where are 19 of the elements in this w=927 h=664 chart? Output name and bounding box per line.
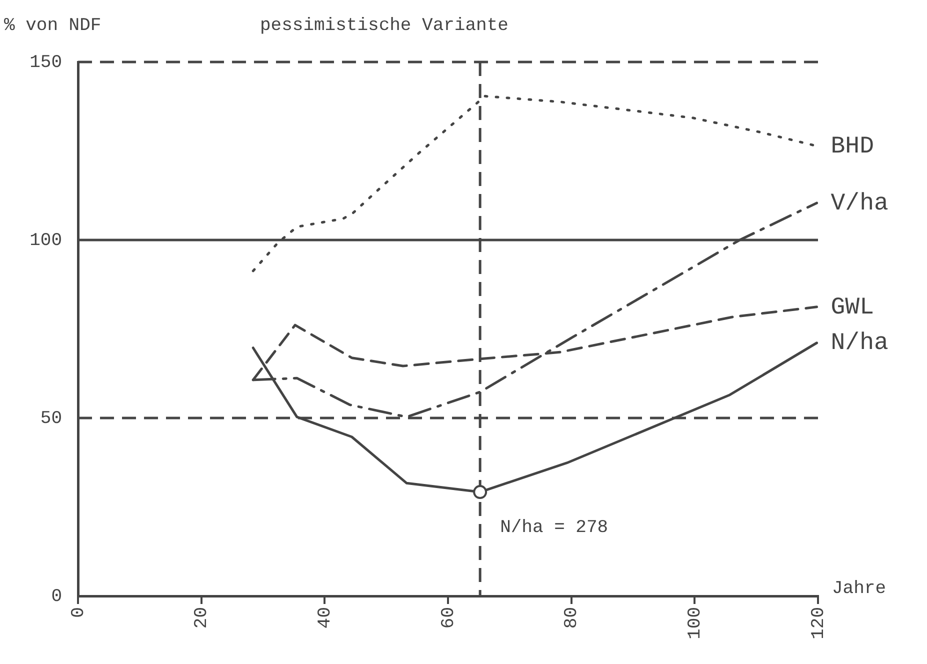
x-tick-label: 60: [438, 607, 459, 629]
y-tick-label: 100: [30, 230, 62, 251]
series-label: V/ha: [830, 190, 888, 218]
x-tick-label: 100: [685, 607, 706, 640]
x-tick-label: 120: [808, 607, 829, 640]
x-tick-label: 40: [315, 607, 336, 629]
annotation: N/ha = 278: [500, 518, 608, 538]
y-axis-title: % von NDF: [4, 16, 102, 36]
y-tick-label: 0: [51, 586, 62, 607]
x-tick-label: 0: [68, 607, 89, 618]
series-label: BHD: [830, 133, 874, 160]
x-tick-label: 80: [562, 607, 582, 629]
x-axis-title: Jahre: [832, 578, 886, 599]
x-tick-label: 20: [192, 607, 212, 629]
y-tick-label: 50: [40, 408, 62, 429]
y-tick-label: 150: [30, 52, 62, 73]
series-label: GWL: [830, 294, 874, 322]
chart-title: pessimistische Variante: [260, 16, 508, 36]
series-label: N/ha: [830, 330, 888, 358]
